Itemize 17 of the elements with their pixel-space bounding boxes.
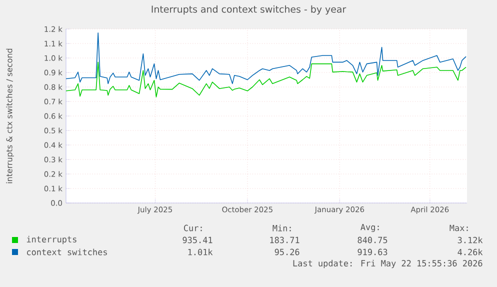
text: 840.75 — [358, 236, 388, 244]
text: 3.12k — [458, 236, 483, 244]
text: Max: — [450, 224, 468, 232]
text: 919.63 — [358, 248, 388, 256]
chart-title: Interrupts and context switches - by year — [152, 5, 346, 15]
text: Min: — [272, 224, 291, 232]
text: Cur: — [184, 224, 202, 232]
text: 183.71 — [270, 236, 300, 244]
text: Last update: Fri May 22 15:55:36 2026 — [293, 260, 482, 268]
text: 1.01k — [188, 248, 213, 256]
line-series — [66, 32, 466, 84]
legend-label: context switches — [27, 248, 107, 256]
text: Avg: — [360, 224, 379, 232]
text: 935.41 — [182, 236, 212, 244]
text: 95.26 — [274, 248, 300, 256]
legend-label: interrupts — [26, 236, 76, 244]
text: 4.26k — [458, 248, 483, 256]
